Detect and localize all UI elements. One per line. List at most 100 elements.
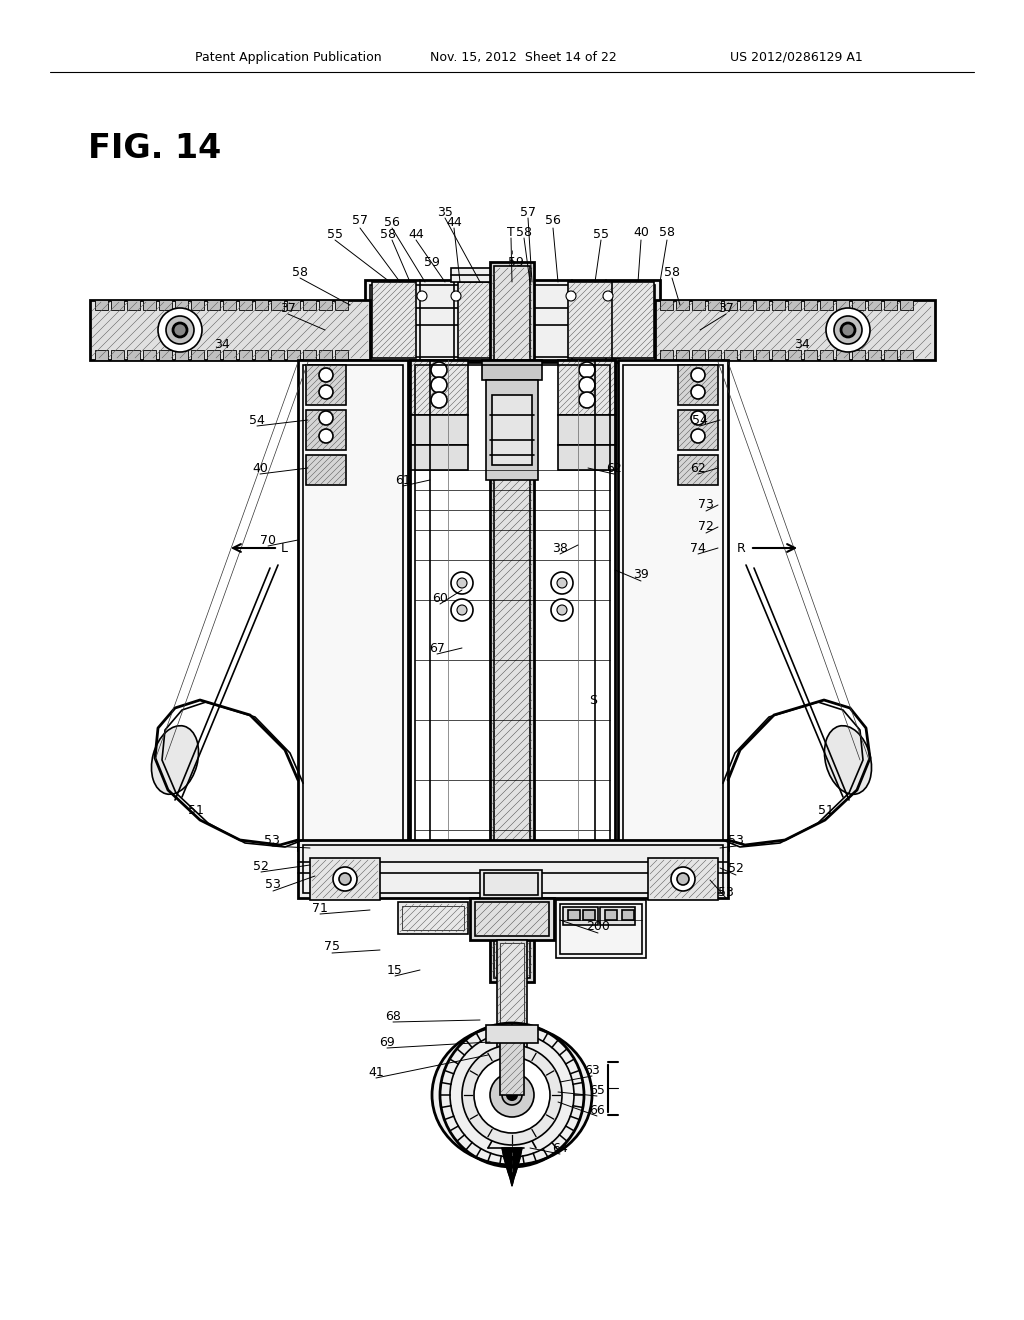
Bar: [618, 360, 728, 850]
Bar: [490, 261, 534, 982]
Text: 67: 67: [429, 642, 445, 655]
Bar: [303, 350, 316, 360]
Text: 70: 70: [260, 533, 276, 546]
Bar: [660, 350, 673, 360]
Bar: [486, 1026, 538, 1043]
Bar: [583, 909, 595, 920]
Text: 51: 51: [818, 804, 834, 817]
Circle shape: [431, 362, 447, 378]
Circle shape: [677, 873, 689, 884]
Bar: [678, 455, 718, 484]
Text: 69: 69: [379, 1035, 395, 1048]
Bar: [558, 414, 616, 445]
Bar: [410, 360, 468, 414]
Circle shape: [158, 308, 202, 352]
Circle shape: [579, 378, 595, 393]
Bar: [852, 300, 865, 310]
Bar: [724, 300, 737, 310]
Bar: [239, 300, 252, 310]
Text: 58: 58: [664, 265, 680, 279]
Bar: [868, 300, 881, 310]
Text: 54: 54: [249, 413, 265, 426]
Bar: [612, 282, 654, 358]
Bar: [560, 904, 642, 954]
Bar: [772, 300, 785, 310]
Bar: [678, 366, 718, 405]
Bar: [497, 940, 527, 1140]
Bar: [159, 350, 172, 360]
Bar: [558, 360, 616, 414]
Bar: [271, 350, 284, 360]
Text: 53: 53: [264, 833, 280, 846]
Bar: [804, 350, 817, 360]
Bar: [255, 300, 268, 310]
Circle shape: [173, 323, 187, 337]
Text: 68: 68: [385, 1010, 401, 1023]
Bar: [410, 445, 468, 470]
Text: 37: 37: [280, 301, 296, 314]
Circle shape: [457, 605, 467, 615]
Bar: [271, 300, 284, 310]
Text: 57: 57: [520, 206, 536, 219]
Bar: [605, 909, 617, 920]
Bar: [563, 907, 598, 925]
Bar: [127, 350, 140, 360]
Text: 63: 63: [584, 1064, 600, 1077]
Bar: [623, 366, 723, 845]
Bar: [306, 411, 346, 450]
Bar: [772, 350, 785, 360]
Text: 58: 58: [292, 265, 308, 279]
Bar: [655, 300, 935, 360]
Text: 66: 66: [589, 1104, 605, 1117]
Circle shape: [431, 392, 447, 408]
Bar: [95, 350, 108, 360]
Bar: [410, 360, 615, 850]
Text: 34: 34: [214, 338, 229, 351]
Bar: [500, 942, 524, 1139]
Bar: [622, 909, 634, 920]
Circle shape: [507, 1090, 517, 1100]
Text: 60: 60: [432, 591, 447, 605]
Bar: [756, 350, 769, 360]
Text: 58: 58: [516, 226, 532, 239]
Circle shape: [451, 572, 473, 594]
Bar: [868, 350, 881, 360]
Text: 51: 51: [188, 804, 204, 817]
Bar: [398, 902, 468, 935]
Circle shape: [474, 1057, 550, 1133]
Bar: [287, 300, 300, 310]
Circle shape: [691, 368, 705, 381]
Text: 56: 56: [384, 215, 400, 228]
Text: 58: 58: [380, 227, 396, 240]
Bar: [836, 350, 849, 360]
Text: 39: 39: [633, 569, 649, 582]
Text: 44: 44: [409, 228, 424, 242]
Bar: [482, 360, 542, 380]
Bar: [708, 350, 721, 360]
Circle shape: [502, 1085, 522, 1105]
Circle shape: [566, 290, 575, 301]
Bar: [319, 300, 332, 310]
Bar: [175, 300, 188, 310]
Circle shape: [603, 290, 613, 301]
Bar: [558, 445, 616, 470]
Bar: [365, 280, 660, 362]
Bar: [306, 366, 346, 405]
Bar: [303, 300, 316, 310]
Bar: [335, 300, 348, 310]
Bar: [255, 350, 268, 360]
Circle shape: [691, 411, 705, 425]
Circle shape: [319, 385, 333, 399]
Text: L: L: [281, 541, 288, 554]
Text: 34: 34: [795, 338, 810, 351]
Bar: [740, 350, 753, 360]
Circle shape: [319, 411, 333, 425]
Text: 40: 40: [633, 227, 649, 239]
Bar: [372, 282, 416, 358]
Bar: [494, 267, 530, 978]
Bar: [410, 414, 468, 445]
Bar: [852, 350, 865, 360]
Bar: [95, 300, 108, 310]
Text: 44: 44: [446, 215, 462, 228]
Text: FIG. 14: FIG. 14: [88, 132, 221, 165]
